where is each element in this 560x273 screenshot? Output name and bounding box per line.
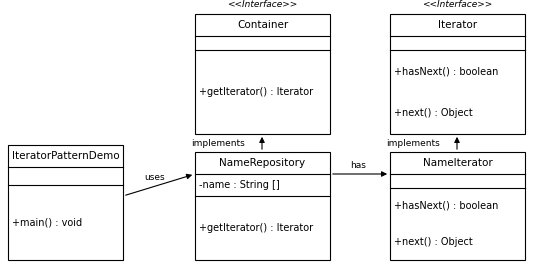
Text: Iterator: Iterator [438, 20, 477, 30]
Bar [8, 145, 123, 260]
Text: IteratorPatternDemo: IteratorPatternDemo [12, 151, 119, 161]
Text: Container: Container [237, 20, 288, 30]
Text: implements: implements [191, 138, 245, 147]
Bar [390, 152, 525, 260]
Text: implements: implements [386, 138, 440, 147]
Text: +getIterator() : Iterator: +getIterator() : Iterator [199, 223, 313, 233]
Text: +getIterator() : Iterator: +getIterator() : Iterator [199, 87, 313, 97]
Bar [195, 152, 330, 260]
Bar [195, 14, 330, 134]
Text: -name : String []: -name : String [] [199, 180, 280, 190]
Text: has: has [350, 162, 366, 171]
Text: +next() : Object: +next() : Object [394, 237, 473, 247]
Text: <<Interface>>: <<Interface>> [422, 0, 493, 9]
Text: +hasNext() : boolean: +hasNext() : boolean [394, 201, 498, 211]
Text: +hasNext() : boolean: +hasNext() : boolean [394, 66, 498, 76]
Text: NameRepository: NameRepository [220, 158, 306, 168]
Text: <<Interface>>: <<Interface>> [227, 0, 297, 9]
Text: +next() : Object: +next() : Object [394, 108, 473, 118]
Text: +main() : void: +main() : void [12, 218, 82, 227]
Text: NameIterator: NameIterator [423, 158, 492, 168]
Text: uses: uses [144, 173, 165, 182]
Bar [390, 14, 525, 134]
